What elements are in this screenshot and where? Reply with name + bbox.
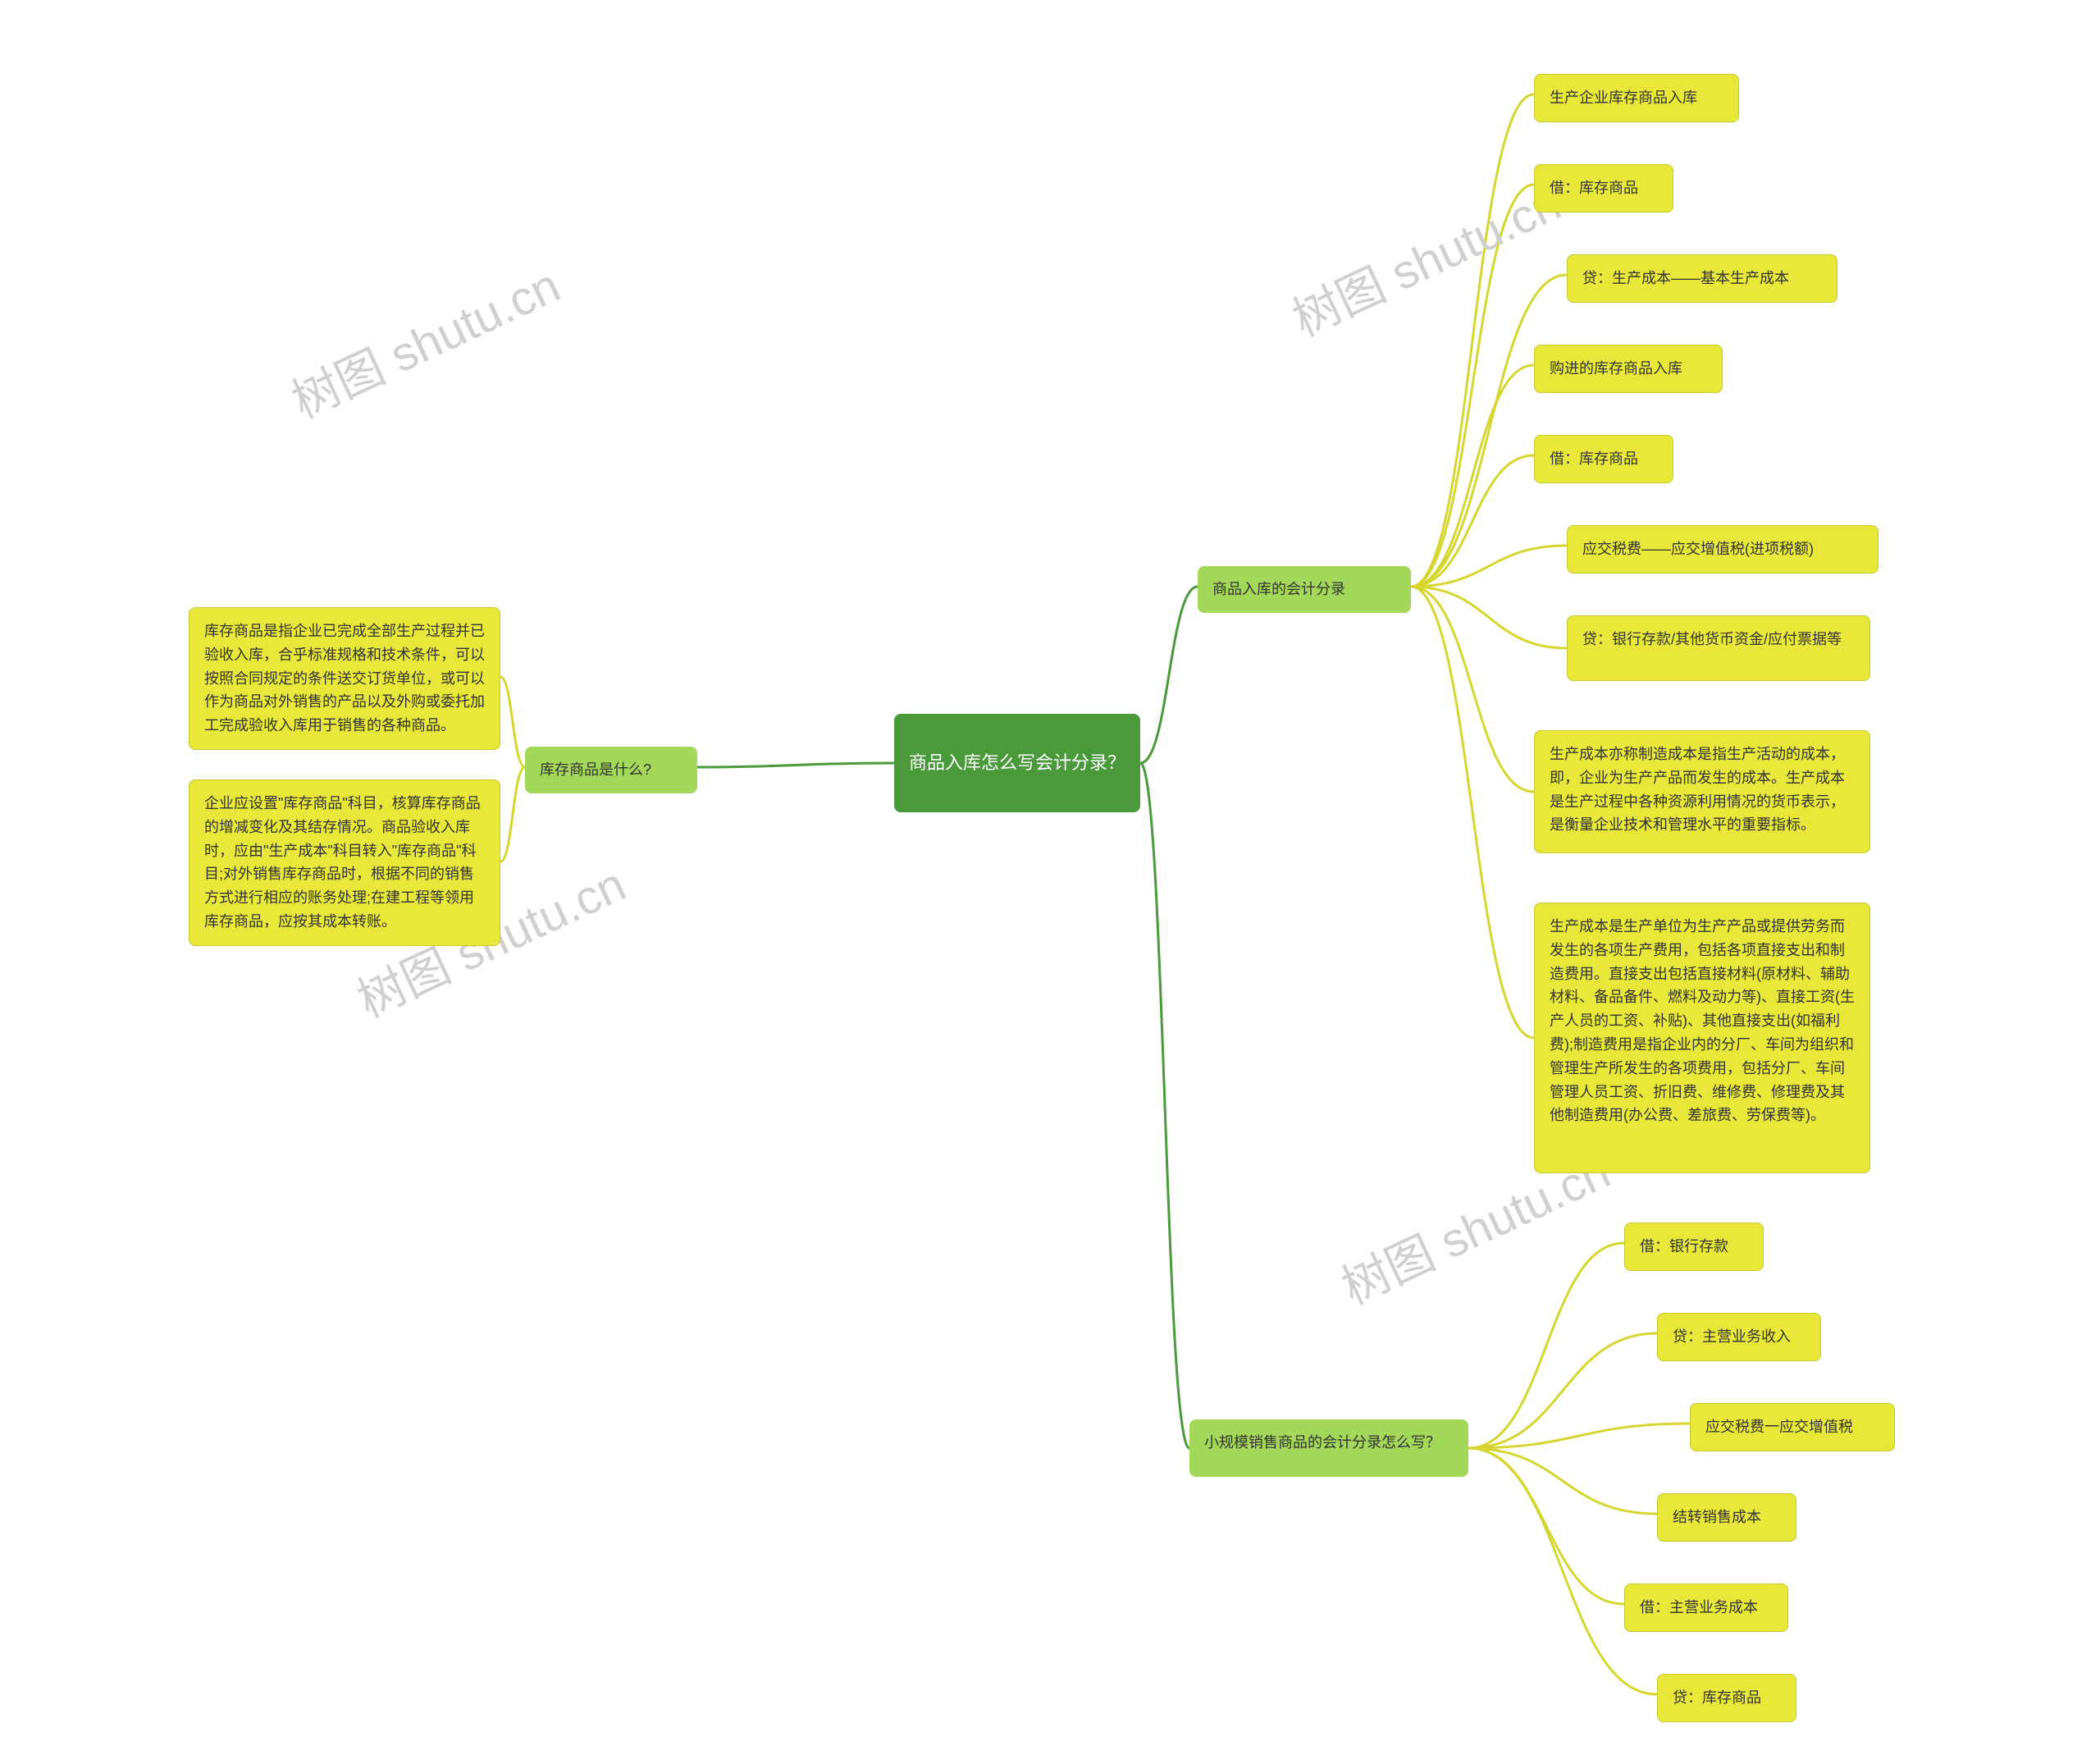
leaf-a-5[interactable]: 应交税费——应交增值税(进项税额) [1567,525,1879,574]
mindmap-canvas: 树图 shutu.cn树图 shutu.cn树图 shutu.cn树图 shut… [0,0,2100,1755]
leaf-a-8[interactable]: 生产成本是生产单位为生产产品或提供劳务而发生的各项生产费用，包括各项直接支出和制… [1534,903,1870,1173]
branch-left[interactable]: 库存商品是什么? [525,747,697,793]
leaf-a-4[interactable]: 借：库存商品 [1534,435,1673,483]
leaf-a-0[interactable]: 生产企业库存商品入库 [1534,74,1739,122]
leaf-b-3[interactable]: 结转销售成本 [1657,1493,1796,1542]
leaf-a-7[interactable]: 生产成本亦称制造成本是指生产活动的成本，即，企业为生产产品而发生的成本。生产成本… [1534,730,1870,853]
leaf-b-2[interactable]: 应交税费一应交增值税 [1690,1403,1895,1451]
leaf-a-6[interactable]: 贷：银行存款/其他货币资金/应付票据等 [1567,615,1870,681]
leaf-a-1[interactable]: 借：库存商品 [1534,164,1673,213]
leaf-left-1[interactable]: 企业应设置"库存商品"科目，核算库存商品的增减变化及其结存情况。商品验收入库时，… [189,779,500,946]
leaf-b-1[interactable]: 贷：主营业务收入 [1657,1313,1821,1361]
leaf-b-0[interactable]: 借：银行存款 [1624,1223,1764,1271]
leaf-a-3[interactable]: 购进的库存商品入库 [1534,345,1723,393]
leaf-b-5[interactable]: 贷：库存商品 [1657,1674,1796,1722]
root-node[interactable]: 商品入库怎么写会计分录？ [894,714,1140,812]
branch-small-scale[interactable]: 小规模销售商品的会计分录怎么写？ [1189,1419,1468,1477]
leaf-left-0[interactable]: 库存商品是指企业已完成全部生产过程并已验收入库，合乎标准规格和技术条件，可以按照… [189,607,500,750]
leaf-a-2[interactable]: 贷：生产成本——基本生产成本 [1567,254,1838,303]
leaf-b-4[interactable]: 借：主营业务成本 [1624,1584,1788,1632]
branch-entries[interactable]: 商品入库的会计分录 [1198,566,1411,613]
